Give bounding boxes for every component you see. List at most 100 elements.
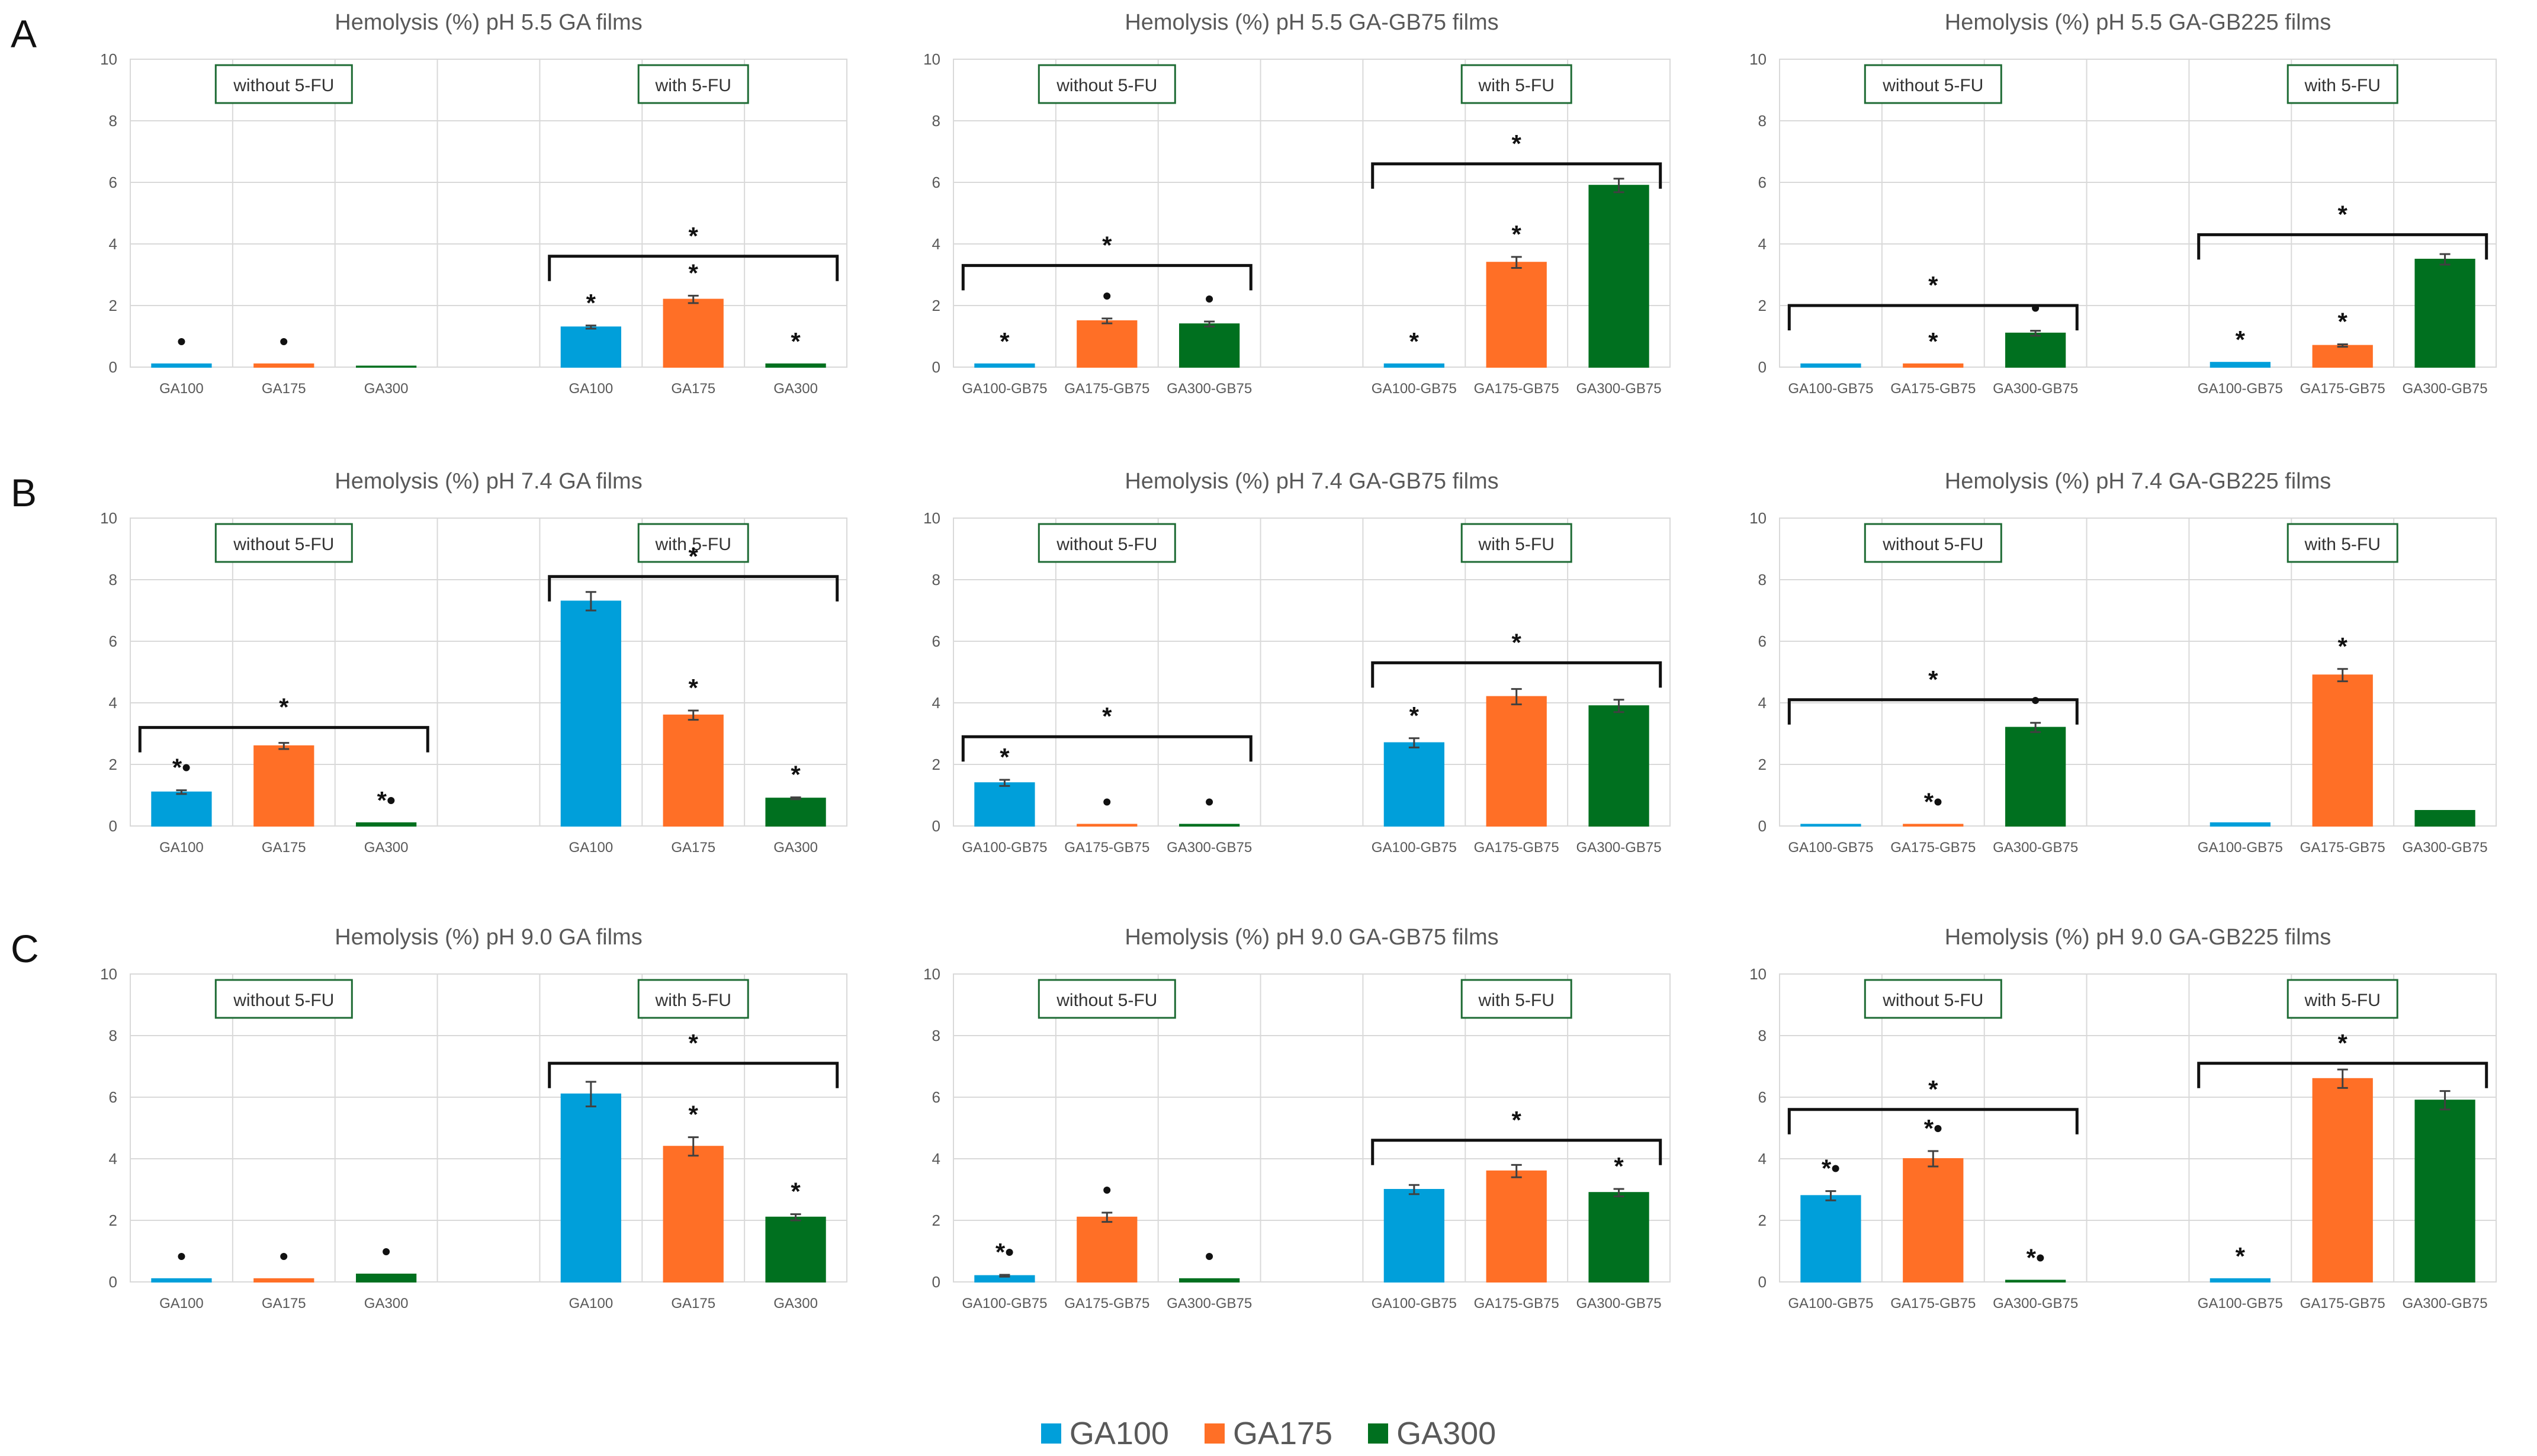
chart-4-ytick-label: 0 (109, 817, 117, 835)
chart-9-significance-marker-1: *• (1822, 1155, 1840, 1182)
panel-letter-a: A (11, 12, 37, 56)
chart-3-significance-marker-3: • (2031, 294, 2040, 322)
chart-8-ytick-label: 6 (932, 1088, 940, 1106)
chart-6-group-label-2: with 5-FU (2304, 535, 2381, 554)
chart-7-bar-1 (151, 1278, 212, 1283)
chart-7-ytick-label: 8 (109, 1027, 117, 1044)
chart-2-title: Hemolysis (%) pH 5.5 GA-GB75 films (1125, 10, 1498, 35)
chart-3-bar-2 (1903, 363, 1964, 368)
chart-3-xtick-label-5: GA175-GB75 (2300, 381, 2385, 397)
chart-7-bar-3 (356, 1274, 417, 1283)
chart-8-bar-3 (1179, 1278, 1240, 1283)
chart-3-xtick-label-3: GA300-GB75 (1993, 381, 2078, 397)
chart-6-ytick-label: 8 (1758, 571, 1767, 589)
chart-8-bar-5 (1486, 1170, 1547, 1283)
chart-6-bracket-1 (1787, 698, 2079, 725)
chart-3-xtick-label-4: GA100-GB75 (2198, 381, 2283, 397)
chart-4-group-label-1: without 5-FU (233, 535, 334, 554)
chart-2-ytick-label: 8 (932, 112, 940, 130)
chart-6-bar-6 (2414, 810, 2475, 827)
chart-9-ytick-label: 10 (1749, 965, 1767, 983)
chart-7-group-box-1 (214, 979, 353, 1019)
chart-9-bar-4 (2210, 1278, 2271, 1283)
chart-5-group-label-1: without 5-FU (1056, 535, 1157, 554)
chart-2-bar-1 (974, 363, 1035, 368)
chart-4-ytick-label: 4 (109, 694, 117, 712)
chart-9-xtick-label-2: GA175-GB75 (1890, 1296, 1976, 1312)
chart-5-xtick-label-6: GA300-GB75 (1576, 840, 1662, 856)
chart-6-group-box-2 (2286, 523, 2398, 563)
chart-7-title: Hemolysis (%) pH 9.0 GA films (335, 925, 642, 950)
chart-7-ytick-label: 0 (109, 1273, 117, 1291)
chart-5-bracket-label-2: * (1512, 628, 1522, 656)
chart-8-xtick-label-4: GA100-GB75 (1372, 1296, 1457, 1312)
chart-2-ytick-label: 4 (932, 235, 940, 253)
chart-6-ytick-label: 6 (1758, 632, 1767, 650)
chart-8-title: Hemolysis (%) pH 9.0 GA-GB75 films (1125, 925, 1498, 950)
chart-3-significance-marker-5: * (2338, 308, 2348, 336)
chart-7-bracket-1 (548, 1062, 839, 1088)
chart-7-group-label-2: with 5-FU (655, 991, 731, 1010)
legend-label-ga175: GA175 (1232, 1416, 1333, 1451)
chart-6-ytick-label: 4 (1758, 694, 1767, 712)
legend: GA100 GA175 GA300 (0, 1415, 2537, 1452)
chart-8-ytick-label: 4 (932, 1150, 940, 1168)
chart-9-bar-2 (1903, 1158, 1964, 1283)
chart-4-significance-marker-1: *• (172, 754, 191, 782)
chart-6-xtick-label-6: GA300-GB75 (2403, 840, 2488, 856)
chart-8-plot-area (953, 973, 1671, 1283)
chart-8-significance-marker-2: • (1103, 1176, 1112, 1204)
panel-letter-b: B (11, 471, 37, 515)
chart-2-group-box-2 (1460, 64, 1572, 104)
chart-9-significance-marker-3: *• (2027, 1243, 2045, 1271)
chart-2-bar-3 (1179, 323, 1240, 368)
chart-1-bar-5 (663, 298, 724, 368)
chart-9-ytick-label: 8 (1758, 1027, 1767, 1044)
chart-2-plot-area (953, 59, 1671, 368)
chart-7-ytick-label: 4 (109, 1150, 117, 1168)
chart-2-bar-4 (1383, 363, 1444, 368)
chart-2-bar-6 (1588, 185, 1649, 368)
chart-6-xtick-label-2: GA175-GB75 (1890, 840, 1976, 856)
chart-1-ytick-label: 4 (109, 235, 117, 253)
chart-2-xtick-label-4: GA100-GB75 (1372, 381, 1457, 397)
chart-5-significance-marker-2: • (1103, 788, 1112, 815)
chart-1-bracket-1 (548, 255, 839, 281)
chart-4-group-box-2 (637, 523, 749, 563)
chart-7-xtick-label-3: GA300 (364, 1296, 409, 1312)
chart-5-xtick-label-2: GA175-GB75 (1064, 840, 1149, 856)
chart-5-group-label-2: with 5-FU (1478, 535, 1555, 554)
chart-1-ytick-label: 8 (109, 112, 117, 130)
chart-9-bar-6 (2414, 1100, 2475, 1283)
chart-3-significance-marker-2: * (1928, 327, 1938, 355)
chart-8-bracket-1 (1371, 1139, 1662, 1165)
chart-6-group-box-1 (1864, 523, 2002, 563)
chart-5-title: Hemolysis (%) pH 7.4 GA-GB75 films (1125, 469, 1498, 494)
chart-7-xtick-label-6: GA300 (773, 1296, 818, 1312)
chart-7-ytick-label: 2 (109, 1211, 117, 1229)
chart-1-ytick-label: 2 (109, 297, 117, 314)
chart-7-significance-marker-6: * (791, 1178, 801, 1206)
chart-4-ytick-label: 8 (109, 571, 117, 589)
chart-9-group-box-2 (2286, 979, 2398, 1019)
chart-3-bar-3 (2005, 332, 2066, 368)
chart-2-significance-marker-5: * (1512, 220, 1522, 248)
chart-9-bar-1 (1800, 1195, 1861, 1283)
chart-1-group-box-1 (214, 64, 353, 104)
chart-8-significance-marker-3: • (1205, 1242, 1214, 1270)
chart-8-xtick-label-6: GA300-GB75 (1576, 1296, 1662, 1312)
chart-6-xtick-label-5: GA175-GB75 (2300, 840, 2385, 856)
legend-label-ga100: GA100 (1069, 1416, 1169, 1451)
chart-4-xtick-label-2: GA175 (262, 840, 306, 856)
chart-7-bracket-label-1: * (689, 1029, 699, 1057)
chart-5-bar-2 (1077, 824, 1138, 827)
chart-1-bar-6 (765, 363, 826, 368)
chart-3-bar-6 (2414, 259, 2475, 368)
chart-7-significance-marker-5: * (689, 1101, 699, 1129)
chart-6-ytick-label: 0 (1758, 817, 1767, 835)
chart-4-bar-5 (663, 714, 724, 827)
chart-2-significance-marker-1: * (1000, 327, 1010, 355)
chart-6-xtick-label-1: GA100-GB75 (1788, 840, 1873, 856)
chart-7-xtick-label-4: GA100 (569, 1296, 613, 1312)
chart-5-xtick-label-3: GA300-GB75 (1167, 840, 1252, 856)
